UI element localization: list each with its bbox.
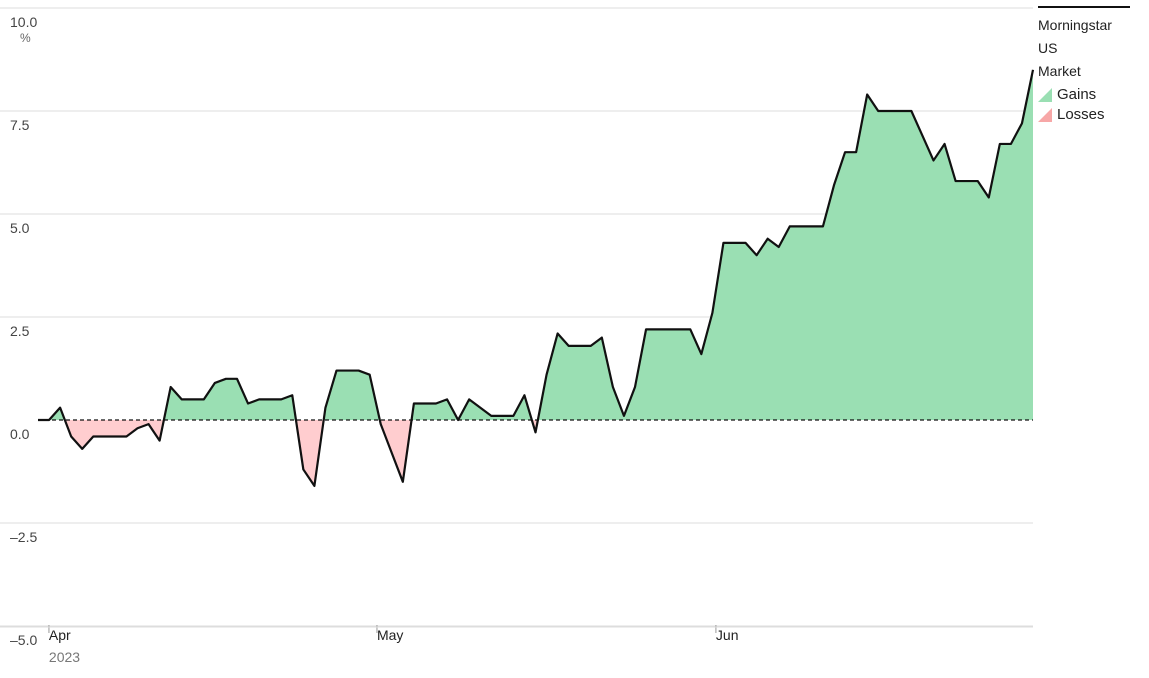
legend-title-line-3: Market <box>1038 63 1081 79</box>
series-line-path <box>38 69 1035 488</box>
y-tick-label: 5.0 <box>10 220 30 236</box>
y-axis-ticks: 10.0 7.5 5.0 2.5 0.0 –2.5 –5.0 <box>10 14 37 648</box>
y-tick-label: 10.0 <box>10 14 37 30</box>
legend-entry-losses: Losses <box>1038 106 1142 123</box>
legend-title-line-2: US <box>1038 40 1058 56</box>
gains-triangle-icon <box>1038 87 1052 102</box>
legend: Morningstar US Market Gains Losses <box>1038 6 1142 123</box>
grid-lines <box>0 7 1033 627</box>
y-tick-label: 0.0 <box>10 426 30 442</box>
losses-area <box>379 420 412 482</box>
y-unit-label: % <box>20 31 31 45</box>
y-tick-label: 2.5 <box>10 323 30 339</box>
legend-entry-gains: Gains <box>1038 86 1142 103</box>
x-tick-label: Jun <box>716 627 739 643</box>
x-tick-label: Apr <box>49 627 71 643</box>
gains-area <box>323 370 380 420</box>
legend-losses-label: Losses <box>1057 106 1105 123</box>
gains-area <box>163 378 296 420</box>
y-tick-label: 7.5 <box>10 117 30 133</box>
losses-triangle-icon <box>1038 107 1052 122</box>
y-tick-label: –5.0 <box>10 632 37 648</box>
gains-area <box>537 69 1033 421</box>
legend-gains-label: Gains <box>1057 86 1097 103</box>
x-tick-sublabel: 2023 <box>49 649 80 665</box>
area-fills <box>38 69 1033 486</box>
legend-title-line-1: Morningstar <box>1038 17 1112 33</box>
x-tick-label: May <box>377 627 403 643</box>
losses-area <box>295 420 324 486</box>
x-axis-ticks: Apr 2023 May Jun <box>0 625 1033 665</box>
legend-rule <box>1038 6 1130 8</box>
series-line <box>38 69 1035 488</box>
y-tick-label: –2.5 <box>10 529 37 545</box>
